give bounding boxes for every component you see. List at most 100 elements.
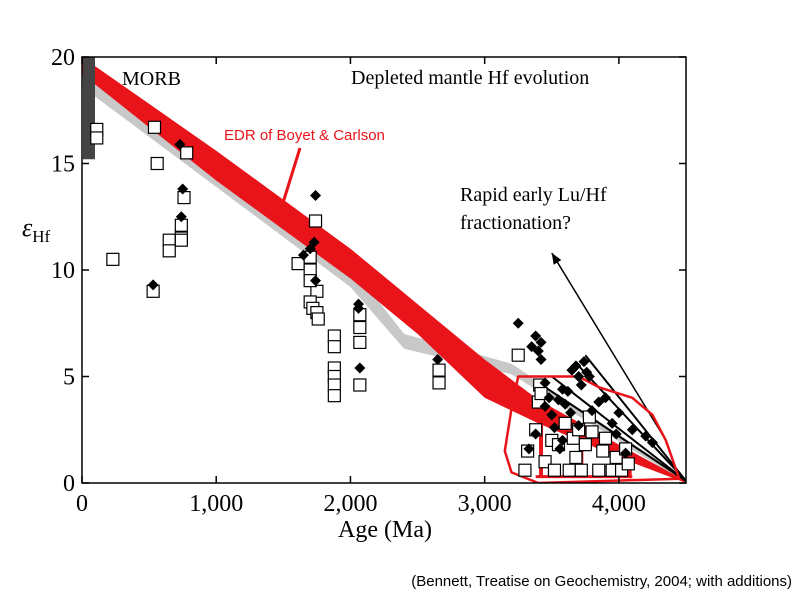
x-tick-label: 2,000 [323,491,377,517]
data-point-open-square [308,214,323,228]
data-point-filled-diamond [543,392,555,404]
data-point-open-square [432,376,446,390]
x-tick-label: 1,000 [189,491,243,517]
data-point-open-square [327,389,341,403]
data-point-filled-diamond [177,183,189,195]
data-point-filled-diamond [523,443,535,455]
data-point-filled-diamond [310,189,322,201]
data-point-filled-diamond [308,236,320,248]
y-tick-label: 20 [51,45,75,71]
data-point-filled-diamond [310,275,322,287]
data-point-filled-diamond [573,419,585,431]
x-axis-label: Age (Ma) [338,517,432,543]
data-point-filled-diamond [562,385,574,397]
data-point-filled-diamond [535,353,547,365]
data-point-filled-diamond [599,392,611,404]
x-tick-label: 4,000 [592,491,646,517]
edr-label: EDR of Boyet & Carlson [224,127,385,144]
data-point-open-square [578,438,592,452]
data-point-filled-diamond [583,371,595,382]
data-point-open-square [569,450,583,465]
data-point-open-square [596,444,610,458]
data-point-open-square [147,120,162,134]
data-point-filled-diamond [578,356,590,368]
data-point-filled-diamond [646,437,658,449]
data-point-open-square [327,340,341,354]
data-point-filled-diamond [559,398,571,410]
edr-pointer-line [280,147,302,207]
y-tick-label: 5 [63,365,75,391]
data-point-filled-diamond [530,330,542,342]
data-point-open-square [180,146,194,160]
x-tick-label: 0 [76,491,88,517]
early-earth-outline [503,375,681,483]
data-point-open-square [621,457,635,471]
citation: (Bennett, Treatise on Geochemistry, 2004… [411,573,792,590]
data-point-open-square [353,320,367,335]
data-point-open-square [106,252,120,266]
data-point-open-square [174,233,188,247]
data-point-filled-diamond [557,434,569,446]
data-point-filled-diamond [626,424,638,436]
data-point-filled-diamond [512,317,524,329]
data-point-open-square [592,463,606,477]
data-point-filled-diamond [606,417,618,429]
data-point-filled-diamond [570,360,582,372]
data-point-filled-diamond [640,430,652,442]
data-point-open-square [310,284,324,298]
rapid-label-line2: fractionation? [460,212,571,234]
y-tick-label: 15 [51,152,75,178]
data-point-open-square [177,190,191,205]
data-point-filled-diamond [539,400,551,412]
data-point-open-square [534,386,548,401]
data-point-open-square [574,463,588,477]
data-point-filled-diamond [548,422,560,434]
data-point-open-square [585,425,599,439]
data-point-filled-diamond [546,409,558,421]
data-point-open-square [432,363,446,377]
data-point-filled-diamond [586,405,598,417]
data-point-filled-diamond [432,353,444,365]
data-point-open-square [150,156,164,171]
data-point-open-square [90,131,104,145]
data-point-filled-diamond [610,428,622,440]
rapid-fractionation-line [584,354,686,482]
data-point-open-square [353,378,367,392]
data-point-open-square [511,348,525,362]
data-point-filled-diamond [539,377,551,389]
data-point-filled-diamond [554,443,566,455]
arrow-head [551,252,562,265]
data-point-filled-diamond [352,302,364,314]
data-point-filled-diamond [620,447,632,459]
data-point-filled-diamond [575,379,587,391]
data-point-filled-diamond [613,407,625,419]
y-axis-label: εHf [22,213,51,246]
data-point-filled-diamond [565,407,577,419]
data-point-open-square [598,431,613,445]
data-point-open-square [558,416,572,430]
data-point-filled-diamond [573,371,585,382]
data-point-open-square [547,463,562,477]
data-point-filled-diamond [354,362,366,374]
data-point-filled-diamond [297,249,309,261]
chart-title: Depleted mantle Hf evolution [351,67,589,89]
data-point-filled-diamond [175,211,187,223]
data-point-open-square [562,463,576,477]
data-point-filled-diamond [532,345,544,357]
y-tick-label: 0 [63,471,75,497]
edr-red-band [82,57,686,483]
data-point-open-square [518,463,532,477]
data-point-filled-diamond [530,428,542,440]
y-tick-label: 10 [51,258,75,284]
morb-label: MORB [122,68,181,90]
data-point-open-square [353,335,367,350]
data-point-open-square [311,312,325,326]
rapid-fractionation-line [551,375,686,482]
data-point-filled-diamond [147,279,159,291]
rapid-label-line1: Rapid early Lu/Hf [460,184,607,206]
data-point-filled-diamond [535,336,547,348]
data-point-open-square [162,244,176,258]
x-tick-label: 3,000 [458,491,512,517]
data-point-filled-diamond [174,138,186,150]
